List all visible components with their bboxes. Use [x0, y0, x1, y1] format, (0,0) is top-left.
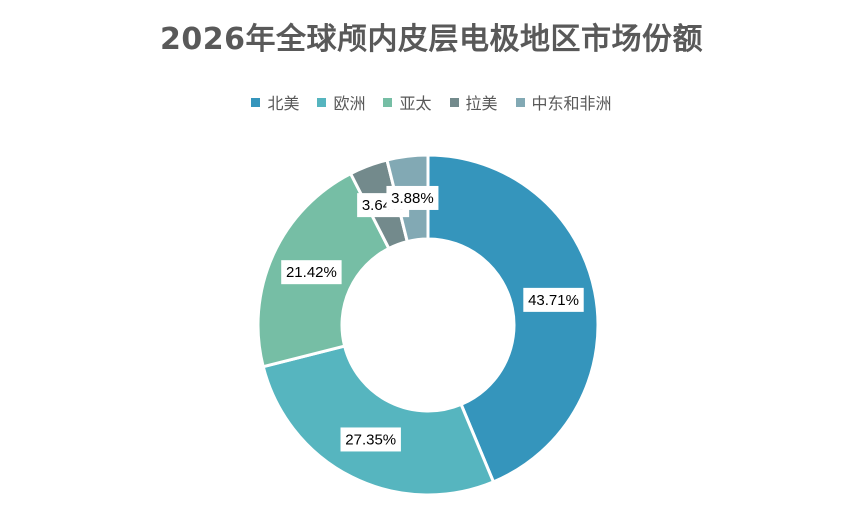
data-label: 27.35% — [340, 427, 401, 452]
legend-item: 拉美 — [449, 90, 498, 114]
data-label-background — [281, 260, 342, 285]
data-label-text: 21.42% — [286, 264, 337, 281]
data-label: 3.88% — [386, 185, 439, 210]
legend-swatch — [449, 97, 459, 107]
chart-legend: 北美 欧洲 亚太 拉美 中东和非洲 — [0, 90, 863, 114]
legend-item: 北美 — [251, 90, 299, 114]
legend-label: 欧洲 — [333, 94, 366, 113]
chart-data-labels: 43.71%27.35%21.42%3.64%3.88% — [281, 185, 584, 452]
legend-label: 亚太 — [399, 94, 432, 113]
legend-label: 北美 — [267, 94, 300, 113]
legend-label: 中东和非洲 — [531, 94, 612, 113]
doughnut-slice — [426, 153, 600, 484]
data-label-text: 27.35% — [345, 431, 396, 448]
legend-swatch — [515, 97, 525, 107]
data-label-text: 3.88% — [391, 190, 434, 207]
legend-swatch — [383, 97, 393, 107]
legend-item: 中东和非洲 — [515, 90, 612, 114]
chart-title: 2026年全球颅内皮层电极地区市场份额 — [160, 22, 703, 57]
legend-swatch — [317, 97, 327, 107]
doughnut-slice — [261, 344, 496, 497]
data-label-background — [386, 185, 439, 210]
data-label: 21.42% — [281, 260, 342, 285]
data-label-text: 43.71% — [528, 292, 579, 309]
legend-swatch — [251, 97, 261, 107]
legend-item: 亚太 — [383, 90, 432, 114]
legend-item: 欧洲 — [317, 90, 365, 114]
data-label-background — [523, 287, 584, 312]
data-label-background — [340, 427, 401, 452]
legend-label: 拉美 — [465, 94, 498, 113]
data-label: 43.71% — [523, 287, 584, 312]
